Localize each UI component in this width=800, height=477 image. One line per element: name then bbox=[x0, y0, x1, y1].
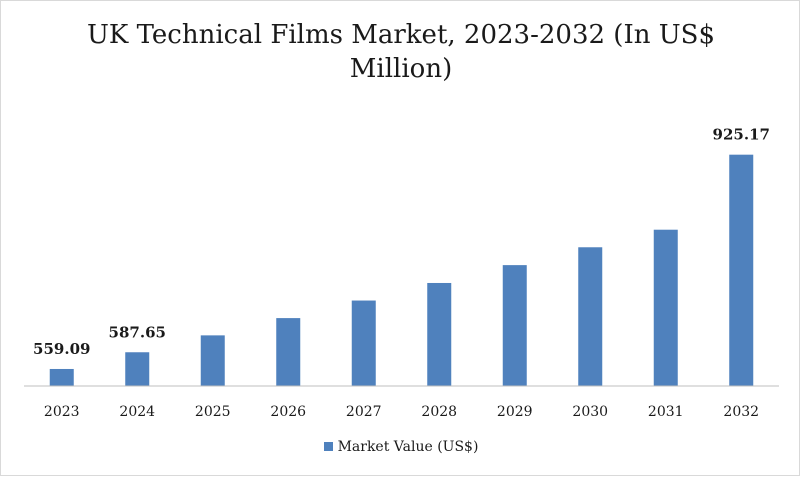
data-labels: 559.09 587.65 925.17 bbox=[33, 126, 770, 358]
chart-title: UK Technical Films Market, 2023-2032 (In… bbox=[87, 20, 715, 84]
bar-2028 bbox=[427, 282, 452, 386]
x-tick-2028: 2028 bbox=[421, 404, 457, 420]
x-tick-2032: 2032 bbox=[723, 404, 759, 420]
data-label-2023: 559.09 bbox=[33, 340, 90, 358]
bar-2026 bbox=[276, 318, 301, 386]
data-label-2024: 587.65 bbox=[109, 323, 166, 341]
x-tick-2026: 2026 bbox=[270, 404, 306, 420]
bar-2024 bbox=[125, 352, 150, 386]
bar-2032 bbox=[729, 154, 754, 386]
bar-2030 bbox=[578, 247, 603, 386]
x-tick-2024: 2024 bbox=[119, 404, 155, 420]
data-label-2032: 925.17 bbox=[713, 126, 770, 144]
bar-2031 bbox=[653, 229, 678, 386]
bar-2025 bbox=[200, 335, 225, 386]
x-tick-2025: 2025 bbox=[195, 404, 231, 420]
x-tick-2030: 2030 bbox=[572, 404, 608, 420]
x-tick-2027: 2027 bbox=[346, 404, 382, 420]
x-tick-labels: 2023 2024 2025 2026 2027 2028 2029 2030 2031 2032 bbox=[44, 404, 759, 420]
legend: Market Value (US$) bbox=[1, 439, 800, 455]
bar-2027 bbox=[351, 300, 376, 386]
bars-group bbox=[49, 154, 754, 386]
legend-label: Market Value (US$) bbox=[337, 439, 479, 455]
x-tick-2023: 2023 bbox=[44, 404, 80, 420]
legend-swatch bbox=[323, 442, 333, 451]
bar-2029 bbox=[502, 265, 527, 386]
x-tick-2031: 2031 bbox=[648, 404, 684, 420]
bar-2023 bbox=[49, 368, 74, 386]
x-tick-2029: 2029 bbox=[497, 404, 533, 420]
